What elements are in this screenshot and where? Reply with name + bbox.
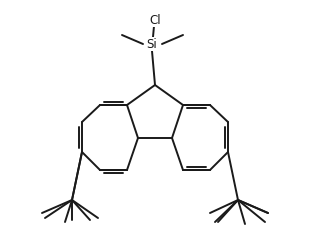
Text: Cl: Cl (149, 13, 161, 27)
Text: Si: Si (147, 38, 157, 51)
